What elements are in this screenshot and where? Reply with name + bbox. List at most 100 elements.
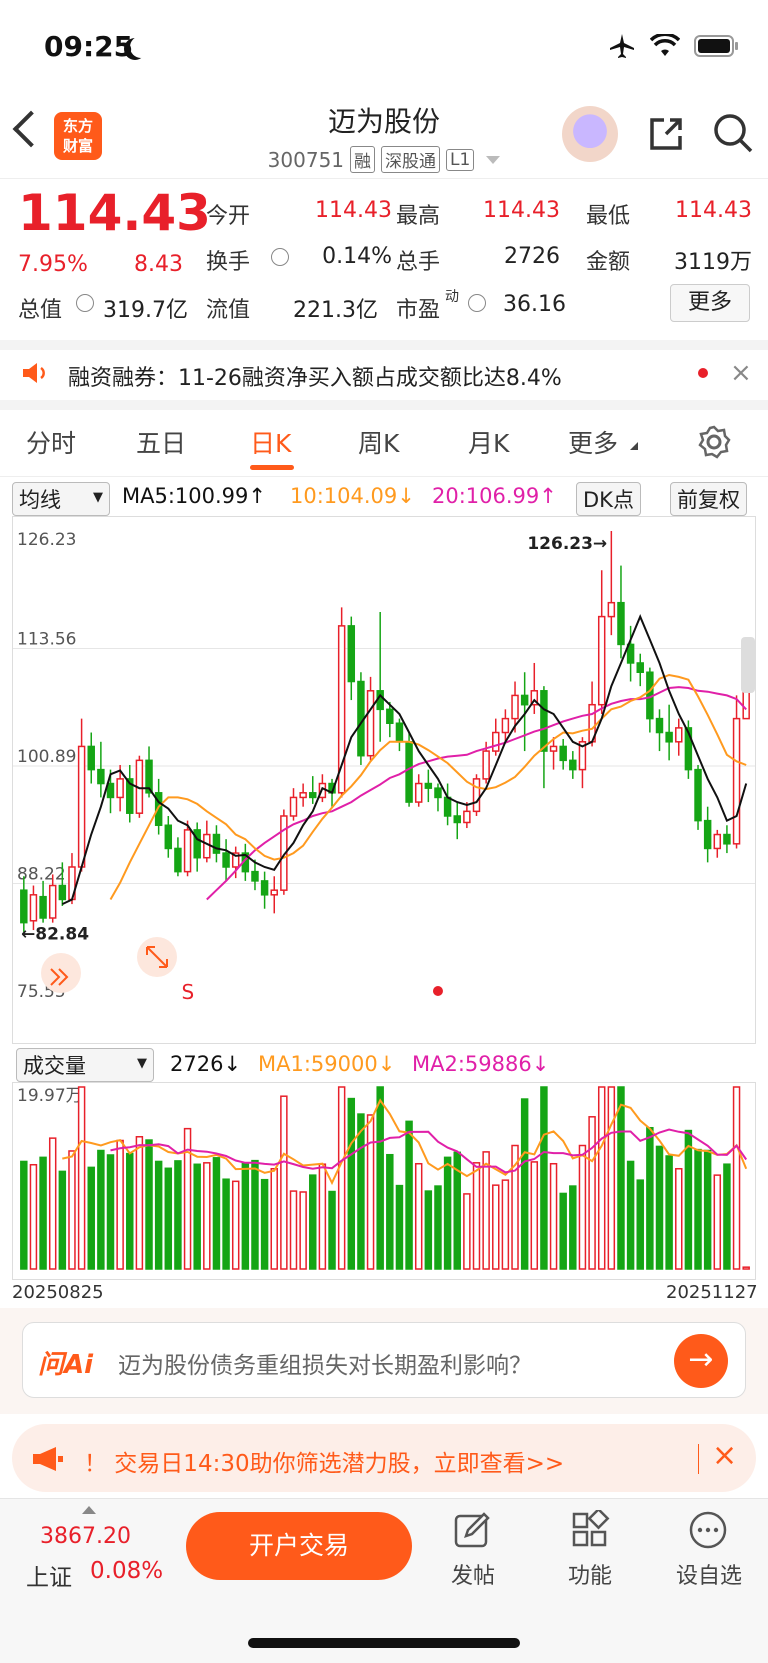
candle-body (164, 824, 173, 850)
nav-post[interactable]: 发帖 (450, 1564, 495, 1589)
double-chevron-icon (50, 968, 69, 986)
gear-icon[interactable] (696, 424, 732, 460)
volume-ma2-line (110, 1128, 748, 1174)
quote-label: 最低 (586, 204, 631, 229)
volume-bar (97, 1149, 105, 1270)
candle-body (366, 690, 375, 757)
edit-icon[interactable] (452, 1510, 492, 1550)
arrow-right-icon[interactable]: → (674, 1334, 728, 1388)
candle-body (482, 750, 490, 780)
candle-body (597, 615, 606, 706)
tab-more[interactable]: 更多 (568, 429, 619, 458)
megaphone-icon (33, 1447, 63, 1471)
info-icon[interactable] (76, 294, 94, 312)
search-icon[interactable] (712, 112, 754, 154)
volume-bar (203, 1162, 211, 1270)
y-tick-label: 100.89 (17, 747, 76, 767)
candle-body (97, 768, 105, 785)
ma20-line (206, 686, 747, 901)
tab-five-day[interactable]: 五日 (136, 429, 187, 458)
close-icon[interactable]: × (730, 358, 752, 388)
ma20-value: 20:106.99↑ (432, 484, 557, 508)
volume-bar (597, 1086, 606, 1270)
tab-weekly-k[interactable]: 周K (358, 429, 400, 458)
turnover-info-icon[interactable] (271, 248, 289, 266)
candle-body (183, 829, 192, 873)
candle-body (116, 778, 124, 799)
candle-body (337, 625, 346, 794)
end-date: 20251127 (666, 1282, 758, 1303)
volume-bar (588, 1116, 596, 1270)
candle-body (395, 722, 404, 743)
adjust-button[interactable]: 前复权 (670, 482, 747, 516)
index-name[interactable]: 上证 (26, 1565, 72, 1591)
candle-body (309, 792, 317, 799)
candle-body (463, 810, 471, 824)
index-value[interactable]: 3867.20 (40, 1524, 131, 1549)
nav-functions[interactable]: 功能 (567, 1564, 612, 1589)
candle-body (39, 895, 47, 919)
nav-add-watchlist[interactable]: 设自选 (675, 1564, 742, 1589)
candle-body (578, 741, 587, 771)
volume-bar (193, 1163, 201, 1270)
volume-bar (106, 1154, 115, 1270)
ma10-value: 10:104.09↓ (290, 484, 415, 508)
volume-bar (578, 1144, 587, 1270)
candle-body (434, 787, 442, 799)
candle-body (280, 815, 288, 891)
airplane-icon (610, 34, 634, 58)
volume-bar (723, 1163, 731, 1270)
volume-bar (694, 1148, 702, 1270)
volume-chart[interactable]: 19.97万 (12, 1082, 756, 1280)
volume-selector[interactable]: 成交量 ▼ (16, 1048, 154, 1082)
volume-bar (434, 1185, 442, 1270)
quote-label: 换手 (206, 250, 251, 275)
caret-down-icon[interactable] (486, 155, 501, 164)
candle-body (713, 833, 722, 850)
tab-intraday[interactable]: 分时 (26, 429, 77, 458)
tab-daily-k[interactable]: 日K (250, 429, 292, 458)
notice-bar[interactable] (0, 340, 768, 410)
volume-bar (414, 1162, 423, 1270)
ma-selector[interactable]: 均线 ▼ (12, 482, 110, 516)
volume-bar (482, 1151, 490, 1270)
promo-text: ！ 交易日14:30助你筛选潜力股，立即查看>> (84, 1451, 565, 1477)
resize-arrows-icon (146, 946, 168, 968)
candle-body (607, 601, 616, 618)
status-icons (608, 32, 740, 60)
robot-avatar-icon[interactable] (562, 106, 618, 162)
volume-bar (530, 1161, 539, 1270)
volume-bar (713, 1174, 722, 1270)
volume-bar (395, 1184, 404, 1270)
battery-icon (694, 35, 738, 57)
dk-point-button[interactable]: DK点 (576, 482, 641, 516)
candlestick-chart[interactable]: 126.23113.56100.8988.2275.55126.23→←82.8… (12, 516, 756, 1044)
share-icon[interactable] (646, 114, 686, 154)
more-icon[interactable] (688, 1510, 728, 1550)
volume-bar (617, 1086, 625, 1270)
candle-body (424, 782, 433, 789)
volume-bar (675, 1167, 683, 1270)
promo-close-icon[interactable]: × (712, 1438, 738, 1473)
ai-question-box[interactable] (22, 1322, 746, 1398)
app-logo[interactable]: 东方 财富 (54, 112, 102, 160)
speaker-icon (23, 363, 45, 383)
candle-body (530, 690, 539, 706)
index-change[interactable]: 0.08% (90, 1558, 164, 1584)
pe-info-icon[interactable] (468, 294, 486, 312)
volume-bar (665, 1155, 673, 1270)
promo-banner[interactable] (12, 1424, 756, 1492)
tag-connect: 深股通 (381, 146, 441, 173)
scroll-handle (741, 637, 755, 693)
quote-value: 36.16 (503, 292, 566, 317)
candle-body (492, 731, 500, 752)
grid-icon[interactable] (570, 1510, 610, 1550)
volume-bar (655, 1145, 664, 1270)
open-account-button[interactable]: 开户交易 (186, 1512, 412, 1580)
volume-bar (424, 1190, 433, 1270)
more-button[interactable]: 更多 (670, 284, 750, 322)
volume-bar (549, 1162, 558, 1270)
expand-left-icon (41, 953, 81, 993)
volume-bar (20, 1160, 28, 1270)
tab-monthly-k[interactable]: 月K (468, 429, 510, 458)
